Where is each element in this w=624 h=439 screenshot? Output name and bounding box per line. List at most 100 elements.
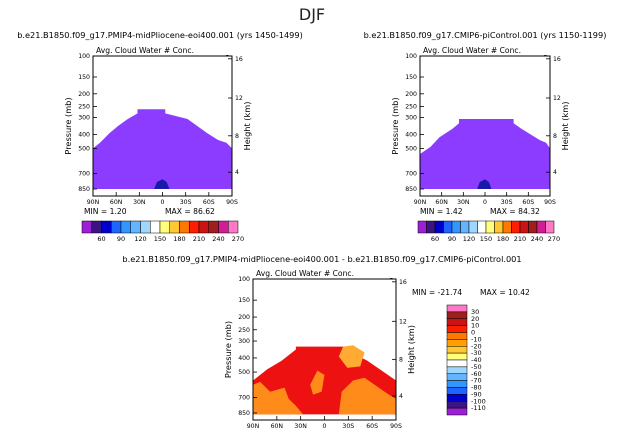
colorbar-swatch: [446, 359, 468, 368]
panel-title: b.e21.B1850.f09_g17.CMIP6-piControl.001 …: [364, 30, 607, 40]
colorbar-label: 210: [193, 235, 205, 243]
panel-picontrol: b.e21.B1850.f09_g17.CMIP6-piControl.001 …: [364, 30, 607, 243]
y-tick-label: 250: [78, 103, 90, 110]
x-tick-label: 0: [161, 199, 165, 206]
y-tick-label: 400: [78, 131, 90, 138]
colorbar-label: -110: [471, 404, 486, 412]
colorbar-swatch: [446, 366, 468, 374]
colorbar-swatch: [494, 220, 504, 234]
y-tick-label: 850: [405, 186, 417, 193]
colorbar-label: 270: [548, 235, 560, 243]
y-tick-label: 200: [78, 91, 90, 98]
colorbar-swatch: [446, 401, 468, 409]
y-tick-label: 700: [238, 394, 250, 401]
panel-subtitle: Avg. Cloud Water # Conc.: [256, 269, 354, 278]
x-tick-label: 90N: [87, 199, 100, 206]
y-tick-label-right: 8: [235, 133, 239, 140]
colorbar-label: -10: [471, 335, 482, 343]
colorbar-swatch: [179, 220, 190, 234]
field-fill-blue: [154, 179, 170, 189]
max-label: MAX = 86.62: [165, 207, 215, 216]
colorbar-label: 60: [97, 235, 105, 243]
colorbar-swatch: [511, 220, 521, 234]
y-tick-label: 500: [78, 145, 90, 152]
difference-title: b.e21.B1850.f09_g17.PMIP4-midPliocene-eo…: [122, 254, 521, 264]
y-tick-label: 500: [405, 145, 417, 152]
y-tick-label: 500: [238, 369, 250, 376]
colorbar-label: -70: [471, 377, 482, 385]
colorbar-swatch: [528, 220, 538, 234]
colorbar-label: 0: [471, 329, 475, 337]
x-tick-label: 60N: [110, 199, 123, 206]
y-tick-label: 100: [238, 276, 250, 283]
y-tick-label: 700: [78, 171, 90, 178]
x-tick-label: 60S: [366, 423, 378, 430]
colorbar-label: 240: [531, 235, 543, 243]
y-tick-label-right: 12: [235, 95, 243, 102]
colorbar-swatch: [451, 220, 461, 234]
colorbar-label: 150: [154, 235, 166, 243]
y-axis-label: Pressure (mb): [63, 97, 73, 154]
colorbar-swatch: [446, 318, 468, 326]
colorbar-swatch: [502, 220, 512, 234]
y-axis-label-right: Height (km): [242, 102, 252, 151]
y-tick-label: 150: [78, 74, 90, 81]
y-tick-label: 850: [78, 186, 90, 193]
colorbar-label: 20: [471, 315, 479, 323]
x-tick-label: 60N: [271, 423, 284, 430]
x-tick-label: 90S: [544, 199, 556, 206]
colorbar-swatch: [446, 304, 468, 313]
colorbar-label: 270: [232, 235, 244, 243]
colorbar-swatch: [519, 220, 529, 234]
min-label: MIN = -21.74: [412, 288, 462, 297]
colorbar-swatch: [468, 220, 478, 234]
colorbar-label: 60: [431, 235, 439, 243]
y-tick-label-right: 12: [553, 95, 561, 102]
y-tick-label: 200: [238, 314, 250, 321]
colorbar-swatch: [228, 220, 239, 234]
y-tick-label: 150: [238, 297, 250, 304]
y-tick-label-right: 4: [235, 169, 239, 176]
x-tick-label: 90N: [414, 199, 427, 206]
panel-subtitle: Avg. Cloud Water # Conc.: [423, 46, 521, 55]
x-tick-label: 30N: [133, 199, 146, 206]
colorbar-swatch: [477, 220, 487, 234]
y-tick-label: 700: [405, 171, 417, 178]
colorbar-swatch: [208, 220, 219, 234]
colorbar-swatch: [446, 332, 468, 340]
x-tick-label: 30N: [294, 423, 307, 430]
colorbar-swatch: [81, 220, 92, 234]
colorbar-swatch: [434, 220, 444, 234]
colorbar-label: 180: [497, 235, 509, 243]
colorbar-label: 150: [480, 235, 492, 243]
y-tick-label: 100: [405, 53, 417, 60]
y-tick-label: 100: [78, 53, 90, 60]
colorbar-label: 210: [514, 235, 526, 243]
colorbar-label: 120: [463, 235, 475, 243]
y-tick-label: 250: [238, 327, 250, 334]
colorbar-swatch: [120, 220, 131, 234]
x-tick-label: 0: [323, 423, 327, 430]
panel-midpliocene: b.e21.B1850.f09_g17.PMIP4-midPliocene-eo…: [17, 30, 303, 243]
colorbar-swatch: [460, 220, 470, 234]
colorbar-swatch: [446, 352, 468, 361]
y-tick-label: 300: [405, 115, 417, 122]
page-title: DJF: [299, 5, 325, 24]
x-tick-label: 90S: [226, 199, 238, 206]
panel-difference: Avg. Cloud Water # Conc.cm-390N60N30N030…: [223, 269, 530, 430]
x-tick-label: 30N: [457, 199, 470, 206]
y-tick-label-right: 16: [399, 279, 407, 286]
field-fill-blue: [477, 179, 492, 189]
x-tick-label: 60S: [522, 199, 534, 206]
colorbar-swatch: [91, 220, 102, 234]
y-axis-label-right: Height (km): [406, 325, 416, 374]
max-label: MAX = 84.32: [490, 207, 540, 216]
colorbar-swatch: [417, 220, 427, 234]
min-label: MIN = 1.42: [420, 207, 463, 216]
diff-fill-orange-light: [338, 345, 365, 368]
y-tick-label: 400: [405, 131, 417, 138]
colorbar-swatch: [545, 220, 555, 234]
y-tick-label-right: 16: [235, 56, 243, 63]
y-tick-label: 300: [238, 338, 250, 345]
